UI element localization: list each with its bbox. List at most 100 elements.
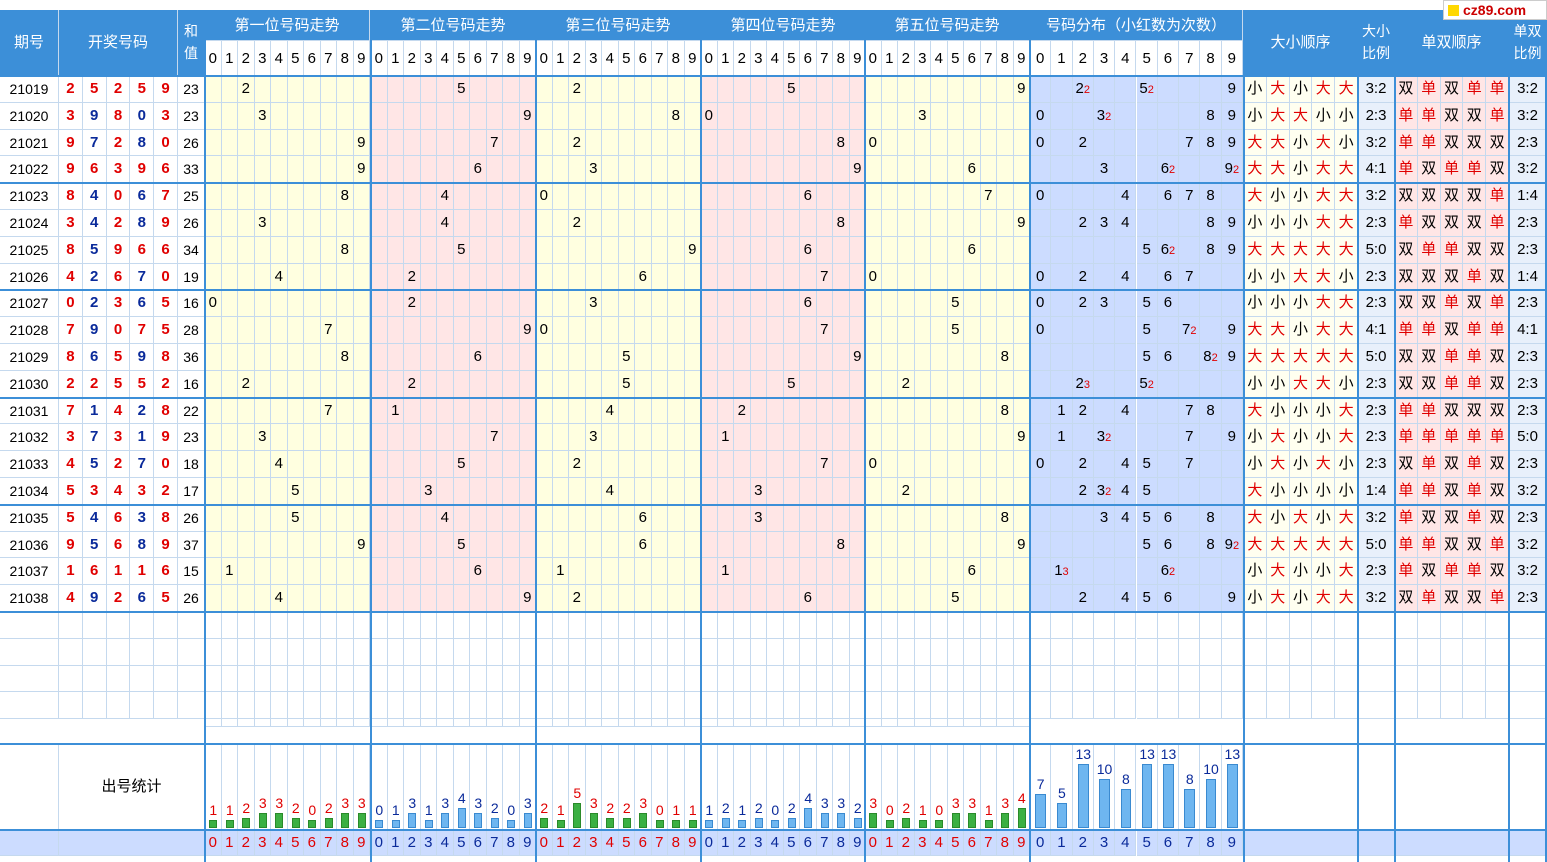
blank-cell [1289, 692, 1313, 720]
distribution-cell [1030, 210, 1052, 237]
position-2-cell [437, 397, 454, 425]
position-3-cell [569, 183, 586, 210]
stats-pos2-bar [375, 820, 384, 828]
header-draw-numbers: 开奖号码 [59, 10, 178, 76]
position-4-cell: 7 [816, 451, 833, 478]
position-1-cell [221, 290, 238, 318]
position-5-cell [931, 451, 948, 478]
position-5-cell [865, 236, 882, 264]
blank-cell [552, 665, 569, 693]
blank-cell [1440, 692, 1464, 720]
sum-cell: 15 [178, 558, 205, 586]
position-4-cell [816, 585, 833, 612]
blank-cell [82, 612, 107, 639]
big-small-cell: 大 [1266, 129, 1290, 157]
row-group-separator [0, 611, 1547, 613]
position-4-cell: 3 [750, 504, 767, 532]
position-5-cell [947, 424, 964, 452]
position-1-cell: 0 [205, 290, 222, 318]
position-1-cell [287, 183, 304, 210]
position-2-cell [437, 451, 454, 478]
blank-cell [585, 692, 602, 720]
column-separator [370, 10, 372, 862]
distribution-cell [1221, 504, 1243, 532]
position-1-cell [287, 370, 304, 398]
position-4-cell [816, 102, 833, 130]
stats-dist-bar [1056, 803, 1068, 828]
distribution-cell [1157, 76, 1180, 103]
distribution-cell [1136, 397, 1158, 425]
blank-cell [1486, 692, 1509, 720]
stats-pos5-bar [984, 820, 993, 828]
repeat-count: 2 [1105, 110, 1112, 123]
header-pos2-digit: 8 [503, 41, 520, 76]
header-pos3-digit: 3 [585, 41, 602, 76]
footer-digit: 0 [371, 830, 388, 856]
header-pos3-digit: 7 [651, 41, 668, 76]
odd-even-cell: 双 [1486, 129, 1509, 157]
position-3-cell [668, 156, 685, 184]
big-small-cell: 小 [1335, 129, 1358, 157]
big-small-cell: 小 [1335, 370, 1358, 398]
position-2-cell [387, 290, 404, 318]
position-4-cell [800, 531, 817, 559]
blank-cell [1221, 638, 1243, 666]
footer-digit: 1 [717, 830, 734, 856]
position-5-cell [947, 129, 964, 157]
position-5-cell [865, 397, 882, 425]
position-2-cell [387, 558, 404, 586]
repeat-count: 2 [1169, 164, 1176, 177]
big-small-ratio-cell: 2:3 [1358, 102, 1395, 130]
big-small-cell: 大 [1335, 531, 1358, 559]
blank-cell [833, 719, 850, 728]
position-5-cell [865, 210, 882, 237]
position-3-cell [684, 531, 701, 559]
distribution-cell: 52 [1136, 76, 1158, 103]
blank-cell [59, 665, 83, 693]
distribution-cell: 3 [1093, 210, 1116, 237]
issue-cell: 21034 [0, 478, 59, 505]
footer-digit: 3 [914, 830, 931, 856]
stats-dist-value: 8 [1185, 770, 1194, 787]
blank-cell [1266, 665, 1290, 693]
blank-cell [947, 719, 964, 728]
distribution-cell [1030, 585, 1052, 612]
position-1-cell: 3 [254, 102, 271, 130]
position-4-cell: 2 [734, 397, 751, 425]
position-2-cell [486, 156, 503, 184]
position-3-cell [635, 102, 652, 130]
position-4-cell [750, 370, 767, 398]
position-5-cell [914, 210, 931, 237]
draw-number: 5 [130, 76, 155, 103]
distribution-cell [1200, 76, 1222, 103]
big-small-cell: 大 [1266, 236, 1290, 264]
position-2-cell [371, 129, 388, 157]
draw-number: 2 [106, 451, 131, 478]
position-4-cell [800, 424, 817, 452]
position-2-cell [503, 504, 520, 532]
big-small-cell: 大 [1312, 290, 1336, 318]
blank-cell [221, 665, 238, 693]
position-1-cell: 9 [353, 129, 370, 157]
site-logo[interactable]: cz89.com [1443, 0, 1547, 20]
header-dist-digit: 3 [1093, 41, 1116, 76]
position-1-cell [254, 156, 271, 184]
draw-number: 1 [59, 558, 83, 586]
big-small-cell: 大 [1289, 344, 1313, 371]
position-4-cell: 5 [783, 370, 800, 398]
position-5-cell [865, 370, 882, 398]
stats-cell [717, 744, 734, 830]
position-2-cell [404, 210, 421, 237]
blank-cell [1072, 692, 1094, 720]
blank-cell [964, 665, 981, 693]
distribution-cell [1051, 531, 1073, 559]
position-1-cell [353, 183, 370, 210]
blank-cell [437, 638, 454, 666]
blank-cell [287, 612, 304, 639]
position-2-cell [453, 397, 470, 425]
stats-pos5-bar [951, 813, 960, 828]
odd-even-cell: 单 [1417, 397, 1441, 425]
big-small-cell: 小 [1244, 451, 1267, 478]
column-separator [1545, 10, 1547, 862]
position-2-cell [437, 370, 454, 398]
